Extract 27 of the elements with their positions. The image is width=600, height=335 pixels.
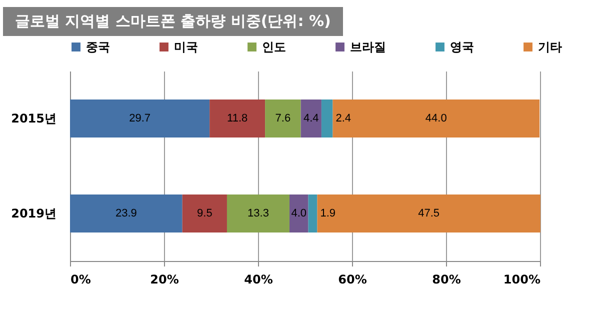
chart-title: 글로벌 지역별 스마트폰 출하량 비중(단위: %) xyxy=(3,7,343,36)
x-tick-label: 60% xyxy=(338,272,367,286)
legend-label: 미국 xyxy=(174,40,198,54)
y-tick-label: 2015년 xyxy=(11,112,56,126)
legend-label: 중국 xyxy=(86,40,110,54)
legend-label: 영국 xyxy=(450,40,474,54)
x-tick-label: 40% xyxy=(244,272,273,286)
legend-label: 기타 xyxy=(538,40,562,54)
y-tick-label: 2019년 xyxy=(11,206,56,220)
x-tick-label: 20% xyxy=(150,272,179,286)
data-label: 7.6 xyxy=(275,112,291,124)
data-label: 29.7 xyxy=(129,112,151,124)
data-label: 4.4 xyxy=(303,112,319,124)
data-label: 44.0 xyxy=(425,112,447,124)
data-label: 1.9 xyxy=(320,208,336,220)
data-label: 2.4 xyxy=(336,112,352,124)
data-label: 4.0 xyxy=(291,208,307,220)
data-label: 47.5 xyxy=(418,208,440,220)
data-label: 9.5 xyxy=(197,208,212,220)
legend-label: 인도 xyxy=(262,40,286,54)
data-label: 23.9 xyxy=(115,208,137,220)
x-tick-label: 100% xyxy=(503,272,540,286)
legend-label: 브라질 xyxy=(350,40,386,54)
data-label: 11.8 xyxy=(227,112,248,124)
x-tick-label: 80% xyxy=(432,272,461,286)
x-tick-label: 0% xyxy=(70,272,91,286)
data-label: 13.3 xyxy=(248,208,269,220)
